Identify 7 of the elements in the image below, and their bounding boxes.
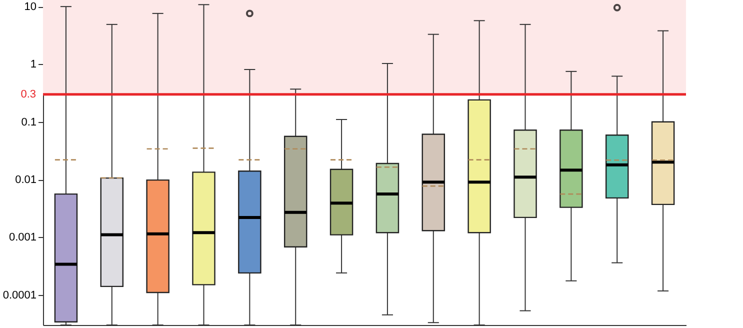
ref-line-label: 0.3 [20, 88, 36, 100]
y-tick-label: 0.0001 [2, 289, 36, 302]
y-tick-label: 0.1 [21, 116, 36, 128]
y-tick-label: 0.01 [15, 174, 36, 186]
y-tick-label: 0.001 [8, 232, 36, 244]
y-tick-label: 10 [24, 1, 36, 14]
y-tick-label: 1 [30, 58, 36, 71]
